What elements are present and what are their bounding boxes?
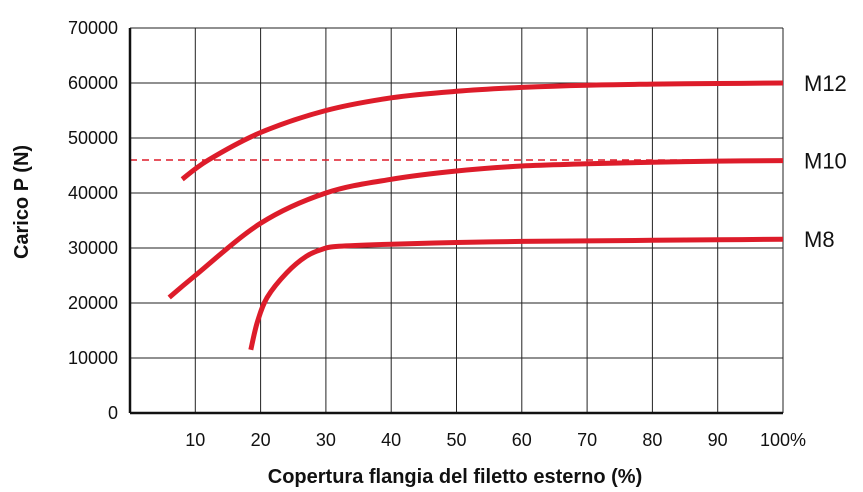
y-tick-label-6: 60000 [68, 73, 118, 93]
x-tick-label-6: 70 [577, 430, 597, 450]
y-tick-labels: 0 10000 20000 30000 40000 50000 60000 70000 [68, 18, 118, 423]
series-layer [167, 80, 784, 351]
y-tick-label-7: 70000 [68, 18, 118, 38]
axes [128, 28, 783, 415]
x-tick-label-7: 80 [642, 430, 662, 450]
series-line-m12 [180, 80, 784, 182]
x-tick-label-3: 40 [381, 430, 401, 450]
x-tick-label-5: 60 [512, 430, 532, 450]
y-tick-label-3: 30000 [68, 238, 118, 258]
y-tick-label-4: 40000 [68, 183, 118, 203]
series-label-m12: M12 [804, 71, 847, 96]
series-labels: M12 M10 M8 [804, 71, 847, 252]
x-tick-label-9: 100% [760, 430, 806, 450]
x-tick-labels: 10 20 30 40 50 60 70 80 90 100% [185, 430, 806, 450]
x-tick-label-0: 10 [185, 430, 205, 450]
y-tick-label-0: 0 [108, 403, 118, 423]
series-line-m10 [167, 158, 784, 300]
x-tick-label-4: 50 [446, 430, 466, 450]
x-tick-label-8: 90 [708, 430, 728, 450]
x-tick-label-1: 20 [251, 430, 271, 450]
y-axis-title: Carico P (N) [11, 145, 33, 259]
series-label-m10: M10 [804, 149, 847, 174]
series-label-m8: M8 [804, 227, 835, 252]
x-tick-label-2: 30 [316, 430, 336, 450]
y-tick-label-1: 10000 [68, 348, 118, 368]
series-line-m8 [248, 236, 784, 351]
y-tick-label-2: 20000 [68, 293, 118, 313]
y-tick-label-5: 50000 [68, 128, 118, 148]
x-axis-title: Copertura flangia del filetto esterno (%… [268, 466, 642, 488]
